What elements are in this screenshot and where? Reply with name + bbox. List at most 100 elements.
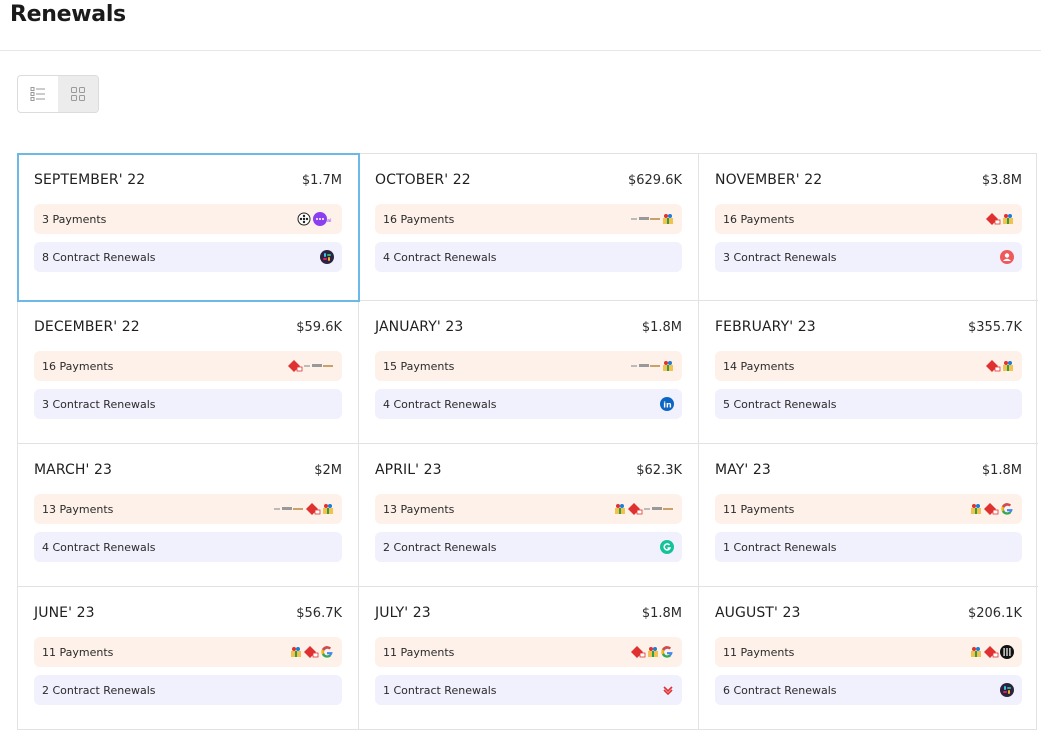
list-view-button[interactable] bbox=[18, 76, 58, 112]
card-header: APRIL' 23 $62.3K bbox=[375, 462, 682, 478]
card-header: JUNE' 23 $56.7K bbox=[34, 605, 342, 621]
vendor-logos bbox=[1000, 683, 1014, 697]
diamond-icon bbox=[985, 212, 1001, 226]
svg-text:in: in bbox=[663, 401, 672, 410]
month-card[interactable]: SEPTEMBER' 22 $1.7M 3 Payments ai 8 Contract… bbox=[17, 153, 360, 302]
payments-pill[interactable]: 11 Payments bbox=[715, 637, 1022, 667]
payments-label: 11 Payments bbox=[723, 502, 795, 516]
payments-pill[interactable]: 14 Payments bbox=[715, 351, 1022, 381]
renewals-pill[interactable]: 1 Contract Renewals bbox=[715, 532, 1022, 562]
grid-view-button[interactable] bbox=[58, 76, 98, 112]
payments-pill[interactable]: 11 Payments bbox=[375, 637, 682, 667]
month-amount: $3.8M bbox=[981, 172, 1022, 188]
vendor-logos bbox=[1000, 250, 1014, 264]
renewals-pill[interactable]: 8 Contract Renewals bbox=[34, 242, 342, 272]
card-header: JANUARY' 23 $1.8M bbox=[375, 319, 682, 335]
payments-label: 13 Payments bbox=[42, 502, 114, 516]
payments-pill[interactable]: 16 Payments bbox=[34, 351, 342, 381]
payments-label: 11 Payments bbox=[383, 645, 455, 659]
renewals-pill[interactable]: 3 Contract Renewals bbox=[34, 389, 342, 419]
month-card[interactable]: AUGUST' 23 $206.1K 11 Payments 6 Contract R… bbox=[699, 587, 1038, 730]
wordmark-icon bbox=[631, 214, 661, 224]
renewals-pill[interactable]: 4 Contract Renewals bbox=[375, 242, 682, 272]
google-icon bbox=[320, 645, 334, 659]
svg-text:ai: ai bbox=[327, 218, 331, 224]
vendor-logos bbox=[660, 540, 674, 554]
payments-pill[interactable]: 11 Payments bbox=[34, 637, 342, 667]
renewals-pill[interactable]: 4 Contract Renewals in bbox=[375, 389, 682, 419]
month-card[interactable]: DECEMBER' 22 $59.6K 16 Payments 3 Contract … bbox=[18, 301, 359, 444]
payments-pill[interactable]: 13 Payments bbox=[34, 494, 342, 524]
card-header: SEPTEMBER' 22 $1.7M bbox=[34, 172, 342, 188]
gift-icon bbox=[662, 213, 674, 225]
vendor-logos bbox=[614, 502, 674, 516]
payments-pill[interactable]: 15 Payments bbox=[375, 351, 682, 381]
month-card[interactable]: FEBRUARY' 23 $355.7K 14 Payments 5 Contract… bbox=[699, 301, 1038, 444]
gift-icon bbox=[1002, 360, 1014, 372]
payments-pill[interactable]: 16 Payments bbox=[375, 204, 682, 234]
card-header: MARCH' 23 $2M bbox=[34, 462, 342, 478]
renewals-pill[interactable]: 3 Contract Renewals bbox=[715, 242, 1022, 272]
vendor-logos bbox=[985, 212, 1014, 226]
month-amount: $1.8M bbox=[641, 605, 682, 621]
month-card[interactable]: MAY' 23 $1.8M 11 Payments 1 Contract Renewa… bbox=[699, 444, 1038, 587]
renewals-label: 4 Contract Renewals bbox=[42, 540, 156, 554]
diamond-icon bbox=[287, 359, 303, 373]
renewals-label: 1 Contract Renewals bbox=[723, 540, 837, 554]
month-amount: $59.6K bbox=[296, 319, 342, 335]
renewals-pill[interactable]: 1 Contract Renewals bbox=[375, 675, 682, 705]
month-amount: $1.8M bbox=[981, 462, 1022, 478]
month-card[interactable]: APRIL' 23 $62.3K 13 Payments 2 Contract Ren… bbox=[359, 444, 699, 587]
google-icon bbox=[1000, 502, 1014, 516]
renewals-pill[interactable]: 2 Contract Renewals bbox=[34, 675, 342, 705]
renewals-pill[interactable]: 4 Contract Renewals bbox=[34, 532, 342, 562]
slack-icon bbox=[320, 250, 334, 264]
linkedin-icon: in bbox=[660, 397, 674, 411]
renewals-label: 4 Contract Renewals bbox=[383, 397, 497, 411]
grammarly-icon bbox=[660, 540, 674, 554]
google-icon bbox=[660, 645, 674, 659]
gift-icon bbox=[647, 646, 659, 658]
page-title: Renewals bbox=[10, 2, 126, 27]
month-card[interactable]: NOVEMBER' 22 $3.8M 16 Payments 3 Contract R… bbox=[699, 154, 1038, 301]
diamond-icon bbox=[983, 645, 999, 659]
month-label: NOVEMBER' 22 bbox=[715, 172, 823, 188]
stripe-circle-icon bbox=[1000, 645, 1014, 659]
month-label: DECEMBER' 22 bbox=[34, 319, 140, 335]
month-card[interactable]: JULY' 23 $1.8M 11 Payments 1 Contract Renew… bbox=[359, 587, 699, 730]
payments-label: 15 Payments bbox=[383, 359, 455, 373]
payments-label: 16 Payments bbox=[723, 212, 795, 226]
month-label: JULY' 23 bbox=[375, 605, 431, 621]
vendor-logos bbox=[274, 502, 334, 516]
vendor-logos bbox=[631, 213, 674, 225]
renewals-label: 6 Contract Renewals bbox=[723, 683, 837, 697]
payments-pill[interactable]: 13 Payments bbox=[375, 494, 682, 524]
vendor-logos bbox=[631, 360, 674, 372]
month-card[interactable]: OCTOBER' 22 $629.6K 16 Payments 4 Contract … bbox=[359, 154, 699, 301]
vendor-logos bbox=[320, 250, 334, 264]
month-card[interactable]: JUNE' 23 $56.7K 11 Payments 2 Contract Rene… bbox=[18, 587, 359, 730]
renewals-label: 8 Contract Renewals bbox=[42, 250, 156, 264]
gift-icon bbox=[1002, 213, 1014, 225]
vendor-logos bbox=[287, 359, 334, 373]
diamond-icon bbox=[985, 359, 1001, 373]
wordmark-icon bbox=[304, 361, 334, 371]
payments-pill[interactable]: 3 Payments ai bbox=[34, 204, 342, 234]
month-label: MAY' 23 bbox=[715, 462, 771, 478]
renewals-pill[interactable]: 6 Contract Renewals bbox=[715, 675, 1022, 705]
card-header: OCTOBER' 22 $629.6K bbox=[375, 172, 682, 188]
payments-pill[interactable]: 11 Payments bbox=[715, 494, 1022, 524]
user-circle-icon bbox=[1000, 250, 1014, 264]
month-label: FEBRUARY' 23 bbox=[715, 319, 816, 335]
view-toggle bbox=[17, 75, 99, 113]
renewals-label: 5 Contract Renewals bbox=[723, 397, 837, 411]
vendor-logos bbox=[985, 359, 1014, 373]
payments-pill[interactable]: 16 Payments bbox=[715, 204, 1022, 234]
month-amount: $629.6K bbox=[627, 172, 682, 188]
month-card[interactable]: MARCH' 23 $2M 13 Payments 4 Contract Renewa… bbox=[18, 444, 359, 587]
month-card[interactable]: JANUARY' 23 $1.8M 15 Payments 4 Contract Re… bbox=[359, 301, 699, 444]
renewals-pill[interactable]: 2 Contract Renewals bbox=[375, 532, 682, 562]
diamond-icon bbox=[305, 502, 321, 516]
vendor-logos bbox=[970, 502, 1014, 516]
renewals-pill[interactable]: 5 Contract Renewals bbox=[715, 389, 1022, 419]
